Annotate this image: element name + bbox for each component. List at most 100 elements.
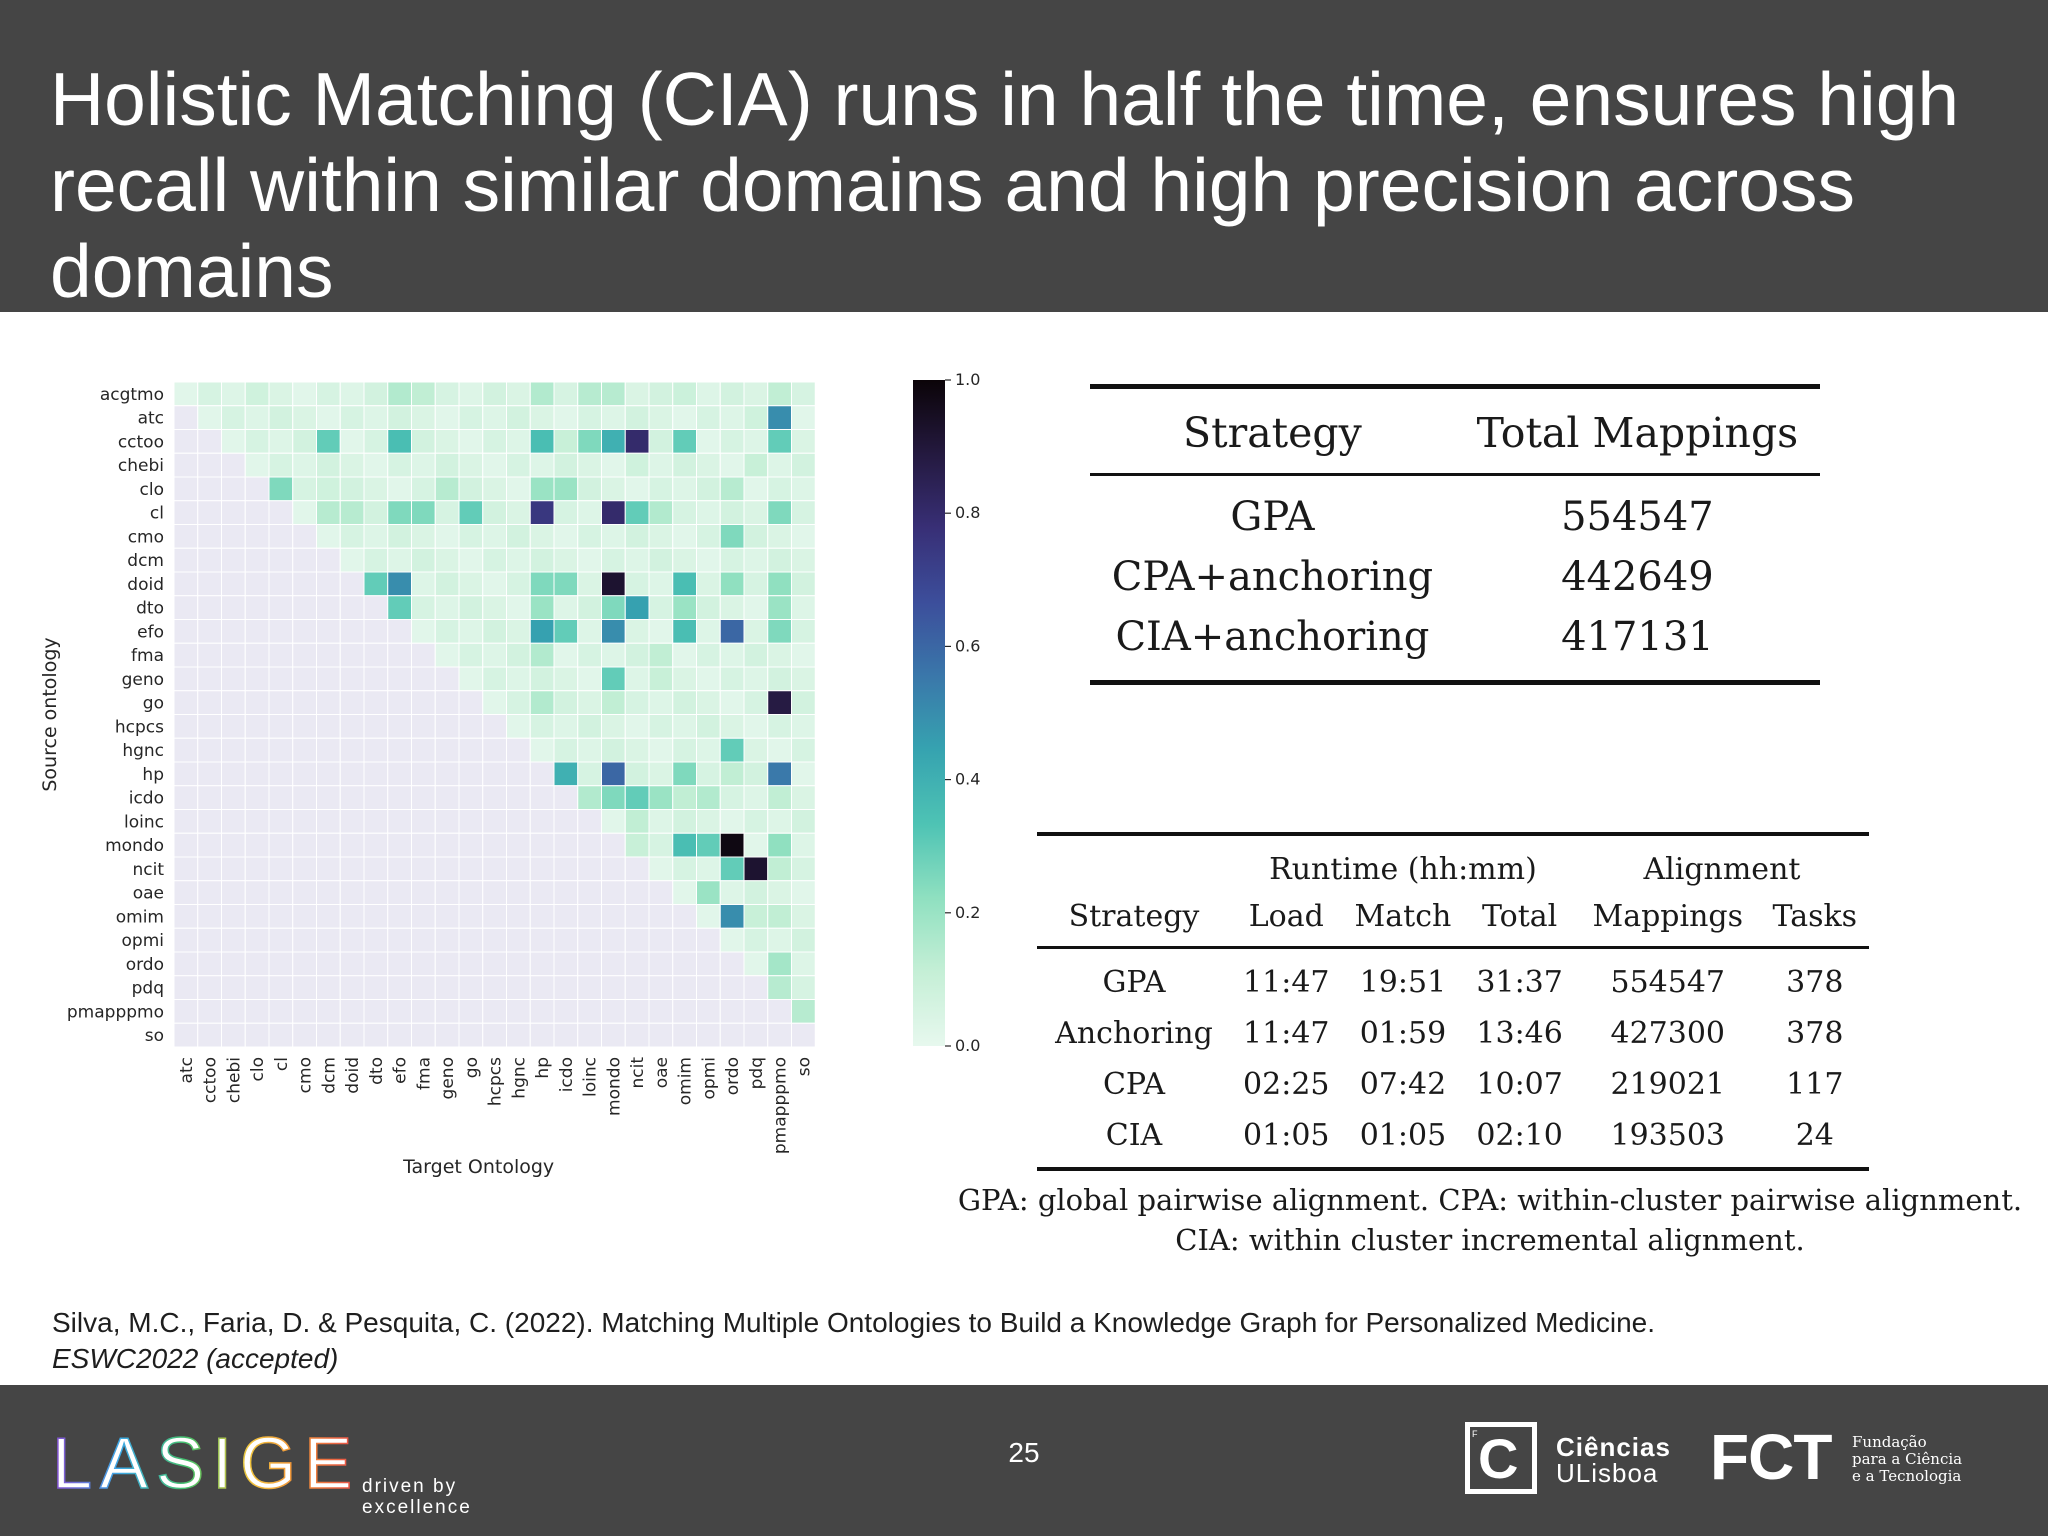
row-tick-label: hcpcs [115, 717, 164, 737]
heatmap-cell [506, 476, 531, 502]
row-tick-label: so [145, 1026, 164, 1046]
heatmap-cell [268, 476, 294, 502]
table1-cell: 442649 [1561, 554, 1714, 600]
heatmap-cell [767, 927, 792, 953]
heatmap-cell [244, 619, 270, 644]
heatmap-cell [173, 880, 199, 905]
heatmap-cell [648, 524, 674, 549]
heatmap-cell [482, 500, 507, 525]
heatmap-cell [506, 524, 531, 549]
table2-cell: 01:59 [1359, 1016, 1447, 1051]
ciencias-mark-letter: C [1478, 1427, 1519, 1490]
heatmap-cell [624, 452, 650, 478]
heatmap-cell [221, 666, 246, 692]
row-tick-label: geno [122, 670, 164, 690]
heatmap-cell [767, 975, 792, 1000]
heatmap-cell [173, 452, 199, 478]
total-mappings-table: Strategy Total Mappings GPA 554547 CPA+a… [1090, 384, 1820, 685]
heatmap-cell [672, 927, 697, 953]
heatmap-cell [339, 500, 365, 525]
heatmap-cell [363, 619, 389, 644]
heatmap-cell [553, 405, 579, 430]
heatmap-cell [624, 975, 650, 1000]
heatmap-figure: acgtmo atc cctoo chebi clo cl cmo dcm doid dto efo… [0, 360, 1000, 1200]
heatmap-cell [434, 595, 460, 620]
heatmap-cell [363, 452, 389, 478]
heatmap-cell [316, 571, 341, 597]
heatmap-cell [743, 666, 769, 692]
heatmap-cell [197, 500, 222, 525]
heatmap-cell [506, 1022, 531, 1048]
heatmap-cell [553, 619, 579, 644]
heatmap-cell [173, 476, 199, 502]
heatmap-cell [529, 999, 555, 1024]
heatmap-cell [791, 642, 816, 668]
table2-cell: 117 [1786, 1067, 1844, 1102]
row-tick-label: ordo [126, 955, 164, 975]
heatmap-cell [577, 904, 602, 929]
heatmap-cell [672, 547, 697, 573]
heatmap-cell [244, 571, 270, 597]
heatmap-cell [601, 714, 626, 739]
heatmap-cell [244, 761, 270, 787]
heatmap-cell [268, 405, 294, 430]
heatmap-cell [577, 524, 602, 549]
heatmap-cell [601, 856, 626, 882]
heatmap-cell [339, 856, 365, 882]
heatmap-cell [244, 429, 270, 454]
heatmap-cell [506, 714, 531, 739]
heatmap-cell [363, 405, 389, 430]
heatmap-cell [268, 524, 294, 549]
heatmap-cell [387, 429, 412, 454]
lasige-wordmark: LASIGE [52, 1428, 360, 1498]
heatmap-cell [411, 904, 436, 929]
row-tick-label: icdo [129, 789, 164, 809]
heatmap-cell [506, 666, 531, 692]
heatmap-cell [316, 856, 341, 882]
heatmap-cell [411, 785, 436, 810]
heatmap-cell [719, 714, 745, 739]
heatmap-cell [316, 809, 341, 834]
heatmap-cell [316, 951, 341, 977]
heatmap-cell [624, 785, 650, 810]
heatmap-cell [339, 904, 365, 929]
heatmap-cell [363, 927, 389, 953]
heatmap-cell [601, 951, 626, 977]
heatmap-cell [529, 880, 555, 905]
heatmap-cell [719, 761, 745, 787]
heatmap-cell [529, 1022, 555, 1048]
heatmap-cell [719, 880, 745, 905]
heatmap-cell [434, 500, 460, 525]
row-tick-label: chebi [118, 456, 164, 476]
heatmap-cell [387, 975, 412, 1000]
heatmap-cell [173, 642, 199, 668]
heatmap-cell [221, 571, 246, 597]
heatmap-cell [743, 547, 769, 573]
heatmap-cell [244, 809, 270, 834]
heatmap-cell [791, 452, 816, 478]
heatmap-cell [316, 381, 341, 407]
heatmap-cell [339, 761, 365, 787]
heatmap-cell [434, 904, 460, 929]
heatmap-cell [244, 642, 270, 668]
heatmap-cell [553, 904, 579, 929]
heatmap-cell [339, 737, 365, 763]
heatmap-cell [577, 856, 602, 882]
heatmap-cell [244, 666, 270, 692]
heatmap-cell [601, 405, 626, 430]
col-tick-label: efo [391, 1057, 411, 1084]
heatmap-cell [791, 714, 816, 739]
heatmap-cell [292, 547, 317, 573]
col-tick-label: dto [367, 1057, 387, 1085]
table-row: CIA+anchoring 417131 [1090, 607, 1820, 685]
heatmap-cell [529, 595, 555, 620]
heatmap-cell [197, 405, 222, 430]
heatmap-cell [197, 547, 222, 573]
heatmap-cell [197, 524, 222, 549]
heatmap-cell [458, 737, 484, 763]
heatmap-cell [387, 999, 412, 1024]
heatmap-cell [434, 951, 460, 977]
heatmap-cell [529, 832, 555, 858]
heatmap-cell [458, 856, 484, 882]
col-tick-label: fma [414, 1057, 434, 1090]
